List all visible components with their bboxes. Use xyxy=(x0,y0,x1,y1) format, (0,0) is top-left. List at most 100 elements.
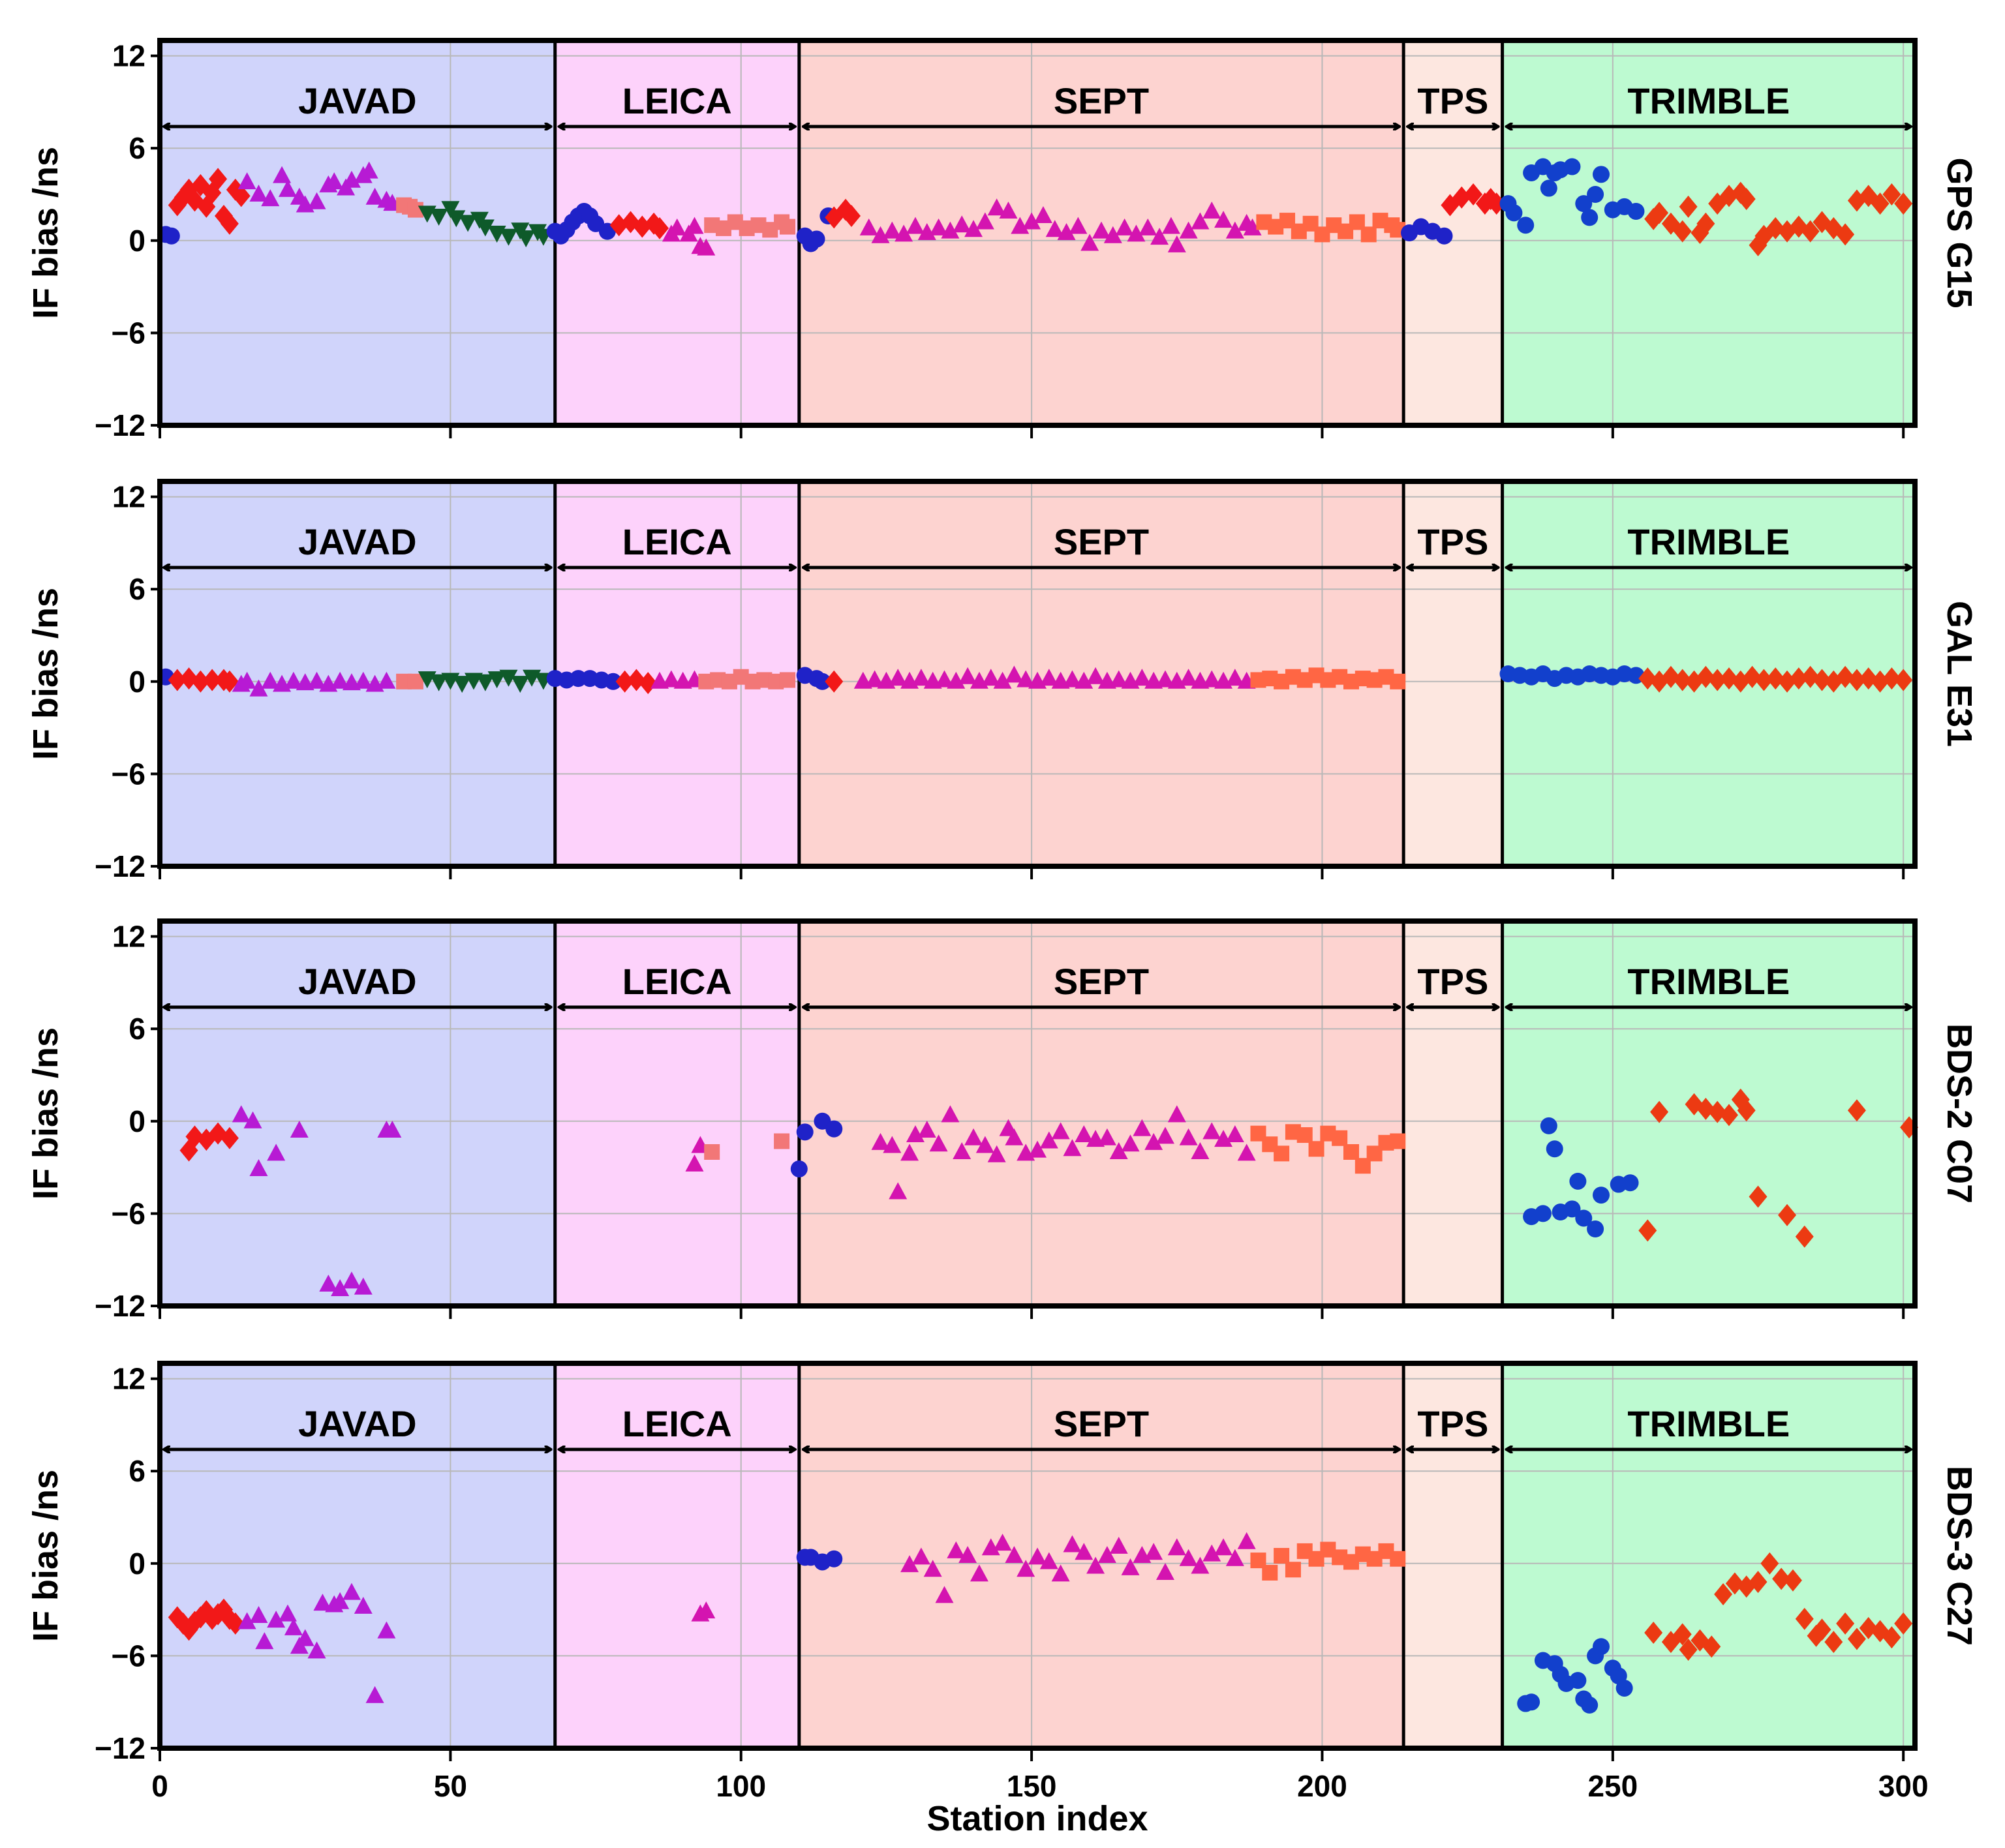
data-point-square xyxy=(1262,1564,1278,1581)
region-label-leica: LEICA xyxy=(622,80,732,121)
data-point-triangle xyxy=(261,671,280,689)
data-point-triangle xyxy=(1121,1134,1140,1152)
data-point-diamond xyxy=(220,1127,239,1149)
panel-title: BDS-3 C27 xyxy=(1940,1466,1979,1646)
data-point-triangle xyxy=(667,218,686,235)
data-point-triangle xyxy=(1063,1535,1082,1553)
data-point-triangle xyxy=(1133,669,1152,686)
data-point-triangle xyxy=(325,172,344,190)
data-point-square xyxy=(1360,226,1377,243)
data-point-diamond xyxy=(1824,1631,1843,1654)
data-point-triangle xyxy=(964,220,983,237)
data-point-triangle xyxy=(1097,1546,1116,1563)
data-point-triangle xyxy=(1086,1556,1105,1574)
data-point-triangle xyxy=(859,218,878,235)
panel-2: JAVAD LEICA SEPT TPS TRIMBLE 12 6 0 −6 −12 IF bias… xyxy=(26,479,1979,883)
data-point-triangle xyxy=(307,192,326,209)
data-point-triangle xyxy=(953,1142,972,1159)
data-point-diamond xyxy=(1894,669,1913,691)
plot-frame xyxy=(157,479,1918,869)
data-point-triangle xyxy=(993,671,1012,689)
y-tick-label: −12 xyxy=(95,408,145,442)
data-point-triangle xyxy=(1063,670,1082,688)
region-label-javad: JAVAD xyxy=(298,521,417,562)
data-point-diamond xyxy=(1708,669,1727,691)
data-point-circle xyxy=(1593,1187,1610,1204)
x-tick-label: 200 xyxy=(1297,1769,1347,1803)
data-point-triangle xyxy=(1109,1142,1128,1159)
data-point-triangle xyxy=(1150,228,1169,245)
y-tick-label: −6 xyxy=(112,1196,145,1230)
plot-frame xyxy=(157,918,1918,1309)
data-point-triangle xyxy=(1179,669,1198,686)
data-point-circle xyxy=(1569,1672,1587,1689)
data-point-triangle-down xyxy=(476,219,495,237)
data-point-triangle xyxy=(697,238,716,256)
data-point-diamond xyxy=(1801,220,1820,243)
region-label-javad: JAVAD xyxy=(298,80,417,121)
data-point-triangle xyxy=(1075,671,1094,689)
data-point-circle xyxy=(1621,1174,1639,1192)
data-point-triangle xyxy=(958,667,977,684)
data-point-triangle xyxy=(1045,220,1064,237)
region-label-tps: TPS xyxy=(1417,80,1488,121)
data-point-circle xyxy=(1505,204,1523,222)
x-tick-label: 300 xyxy=(1878,1769,1929,1803)
y-tick-label: −12 xyxy=(95,849,145,883)
data-point-circle xyxy=(1563,158,1581,175)
data-point-diamond xyxy=(1679,1638,1698,1661)
data-point-circle xyxy=(1575,195,1593,213)
data-point-circle xyxy=(604,673,622,690)
region-bg-tps xyxy=(1403,1363,1503,1748)
data-point-triangle xyxy=(1167,235,1186,252)
data-point-triangle xyxy=(935,1586,954,1603)
data-point-triangle xyxy=(1017,1560,1035,1577)
y-axis-title: IF bias /ns xyxy=(26,147,65,319)
data-point-triangle xyxy=(284,1618,303,1635)
data-point-circle xyxy=(1587,186,1604,203)
y-tick-label: 6 xyxy=(129,572,145,606)
data-point-triangle xyxy=(923,1560,942,1577)
data-point-triangle xyxy=(319,1274,338,1292)
data-point-diamond xyxy=(1650,202,1669,224)
data-point-triangle xyxy=(1179,221,1198,239)
data-point-square xyxy=(1390,673,1406,689)
data-point-circle xyxy=(1581,209,1599,226)
data-point-triangle xyxy=(1028,1547,1047,1565)
data-point-diamond xyxy=(1871,192,1890,215)
data-point-triangle xyxy=(1191,212,1210,230)
data-point-triangle xyxy=(935,670,954,688)
y-axis-title: IF bias /ns xyxy=(26,588,65,760)
data-point-triangle xyxy=(999,201,1018,219)
data-point-triangle xyxy=(1225,1125,1244,1143)
data-point-triangle xyxy=(1202,201,1221,219)
data-point-circle xyxy=(825,1120,843,1138)
data-point-diamond xyxy=(1749,1185,1768,1208)
data-point-triangle xyxy=(1202,1122,1221,1140)
data-point-triangle xyxy=(975,212,994,230)
data-point-square xyxy=(1390,1133,1406,1149)
data-point-triangle xyxy=(313,1594,332,1611)
data-point-triangle xyxy=(307,1641,326,1659)
data-point-triangle xyxy=(1167,1105,1186,1123)
data-point-triangle-down xyxy=(429,209,448,226)
data-point-triangle xyxy=(906,217,925,234)
region-label-javad: JAVAD xyxy=(298,961,417,1002)
data-point-diamond xyxy=(168,669,187,691)
data-point-triangle xyxy=(900,1144,919,1161)
data-point-triangle xyxy=(1069,217,1088,234)
data-point-circle xyxy=(1569,1172,1587,1190)
data-point-diamond xyxy=(1487,192,1506,215)
data-point-triangle xyxy=(249,679,268,697)
data-point-triangle xyxy=(871,1132,890,1150)
data-point-triangle xyxy=(1080,234,1099,251)
data-point-triangle xyxy=(1022,212,1041,230)
data-point-diamond xyxy=(1638,1219,1657,1242)
data-point-triangle xyxy=(383,1120,402,1138)
data-point-triangle xyxy=(1225,221,1244,239)
data-point-circle xyxy=(1534,1205,1552,1222)
data-point-triangle xyxy=(1097,1128,1116,1145)
x-tick-label: 100 xyxy=(716,1769,766,1803)
data-point-triangle xyxy=(1121,1558,1140,1575)
